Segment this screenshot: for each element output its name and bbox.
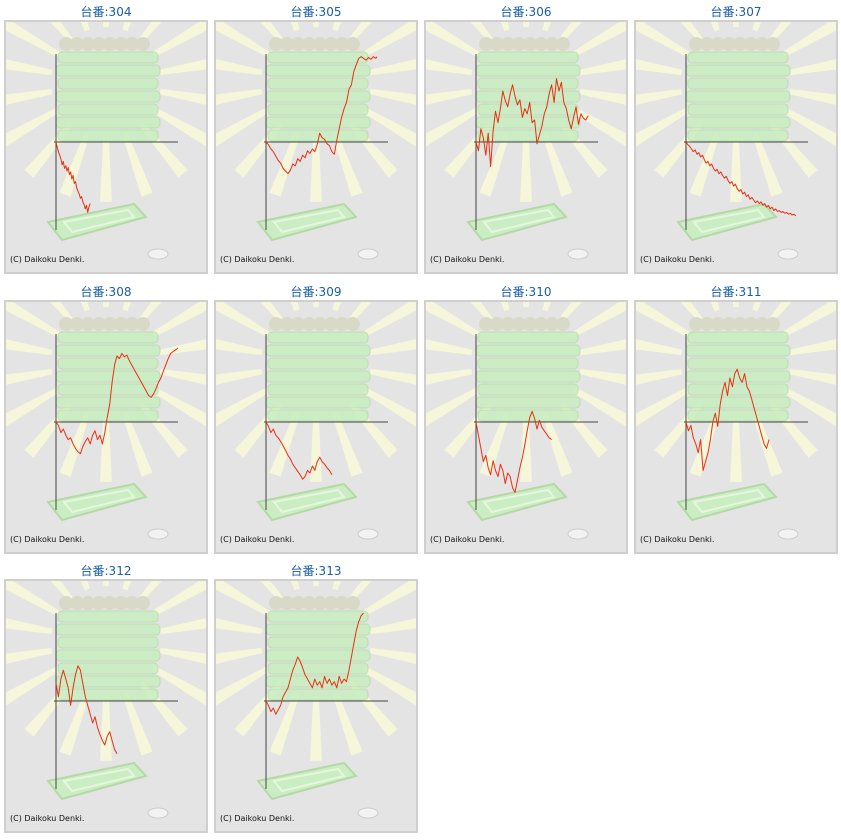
chart-frame: (C) Daikoku Denki.: [424, 20, 628, 274]
chart-panel: 台番:313 (C) Daikoku Denki.: [214, 559, 418, 833]
chart-panel: 台番:310 (C) Daikoku Denki.: [424, 280, 628, 554]
chart-frame: (C) Daikoku Denki.: [634, 300, 838, 554]
chart-panel: 台番:312 (C) Daikoku Denki.: [4, 559, 208, 833]
copyright-text: (C) Daikoku Denki.: [10, 535, 85, 544]
copyright-text: (C) Daikoku Denki.: [220, 255, 295, 264]
chart-svg: [636, 302, 836, 540]
chart-svg: [216, 581, 416, 819]
chart-frame: (C) Daikoku Denki.: [214, 579, 418, 833]
chart-title: 台番:307: [710, 5, 762, 19]
chart-frame: (C) Daikoku Denki.: [214, 20, 418, 274]
chart-panel: 台番:308 (C) Daikoku Denki.: [4, 280, 208, 554]
chart-svg: [6, 302, 206, 540]
chart-frame: (C) Daikoku Denki.: [634, 20, 838, 274]
series-line: [475, 410, 552, 493]
series-line: [265, 612, 364, 715]
chart-svg: [6, 22, 206, 260]
background-art: [636, 302, 836, 540]
chart-frame: (C) Daikoku Denki.: [424, 300, 628, 554]
chart-svg: [216, 22, 416, 260]
chart-panel: 台番:311 (C) Daikoku Denki.: [634, 280, 838, 554]
copyright-text: (C) Daikoku Denki.: [430, 255, 505, 264]
background-art: [636, 22, 836, 260]
chart-title: 台番:310: [500, 285, 552, 299]
chart-svg: [6, 581, 206, 819]
chart-svg: [426, 302, 626, 540]
chart-title: 台番:313: [290, 564, 342, 578]
chart-title: 台番:309: [290, 285, 342, 299]
chart-frame: (C) Daikoku Denki.: [4, 20, 208, 274]
chart-title: 台番:312: [80, 564, 132, 578]
background-art: [216, 302, 416, 540]
copyright-text: (C) Daikoku Denki.: [220, 814, 295, 823]
chart-svg: [216, 302, 416, 540]
series-line: [55, 665, 118, 755]
chart-panel: 台番:304 (C) Daikoku Denki.: [4, 0, 208, 274]
series-line: [55, 141, 91, 213]
chart-svg: [426, 22, 626, 260]
chart-panel: 台番:306 (C) Daikoku Denki.: [424, 0, 628, 274]
series-line: [265, 421, 333, 480]
copyright-text: (C) Daikoku Denki.: [430, 535, 505, 544]
chart-panel: 台番:307 (C) Daikoku Denki.: [634, 0, 838, 274]
series-line: [685, 368, 770, 471]
copyright-text: (C) Daikoku Denki.: [220, 535, 295, 544]
background-art: [6, 302, 206, 540]
background-art: [216, 22, 416, 260]
series-line: [55, 347, 179, 455]
background-art: [216, 581, 416, 819]
chart-panel: 台番:309 (C) Daikoku Denki.: [214, 280, 418, 554]
background-art: [6, 22, 206, 260]
chart-frame: (C) Daikoku Denki.: [214, 300, 418, 554]
chart-title: 台番:308: [80, 285, 132, 299]
copyright-text: (C) Daikoku Denki.: [640, 535, 715, 544]
chart-frame: (C) Daikoku Denki.: [4, 579, 208, 833]
chart-frame: (C) Daikoku Denki.: [4, 300, 208, 554]
chart-title: 台番:305: [290, 5, 342, 19]
chart-title: 台番:306: [500, 5, 552, 19]
copyright-text: (C) Daikoku Denki.: [640, 255, 715, 264]
background-art: [6, 581, 206, 819]
chart-title: 台番:311: [710, 285, 762, 299]
background-art: [426, 22, 626, 260]
copyright-text: (C) Daikoku Denki.: [10, 814, 85, 823]
chart-title: 台番:304: [80, 5, 132, 19]
chart-panel: 台番:305 (C) Daikoku Denki.: [214, 0, 418, 274]
series-line: [475, 78, 589, 168]
copyright-text: (C) Daikoku Denki.: [10, 255, 85, 264]
chart-svg: [636, 22, 836, 260]
background-art: [426, 302, 626, 540]
series-line: [685, 141, 797, 217]
series-line: [265, 56, 378, 175]
